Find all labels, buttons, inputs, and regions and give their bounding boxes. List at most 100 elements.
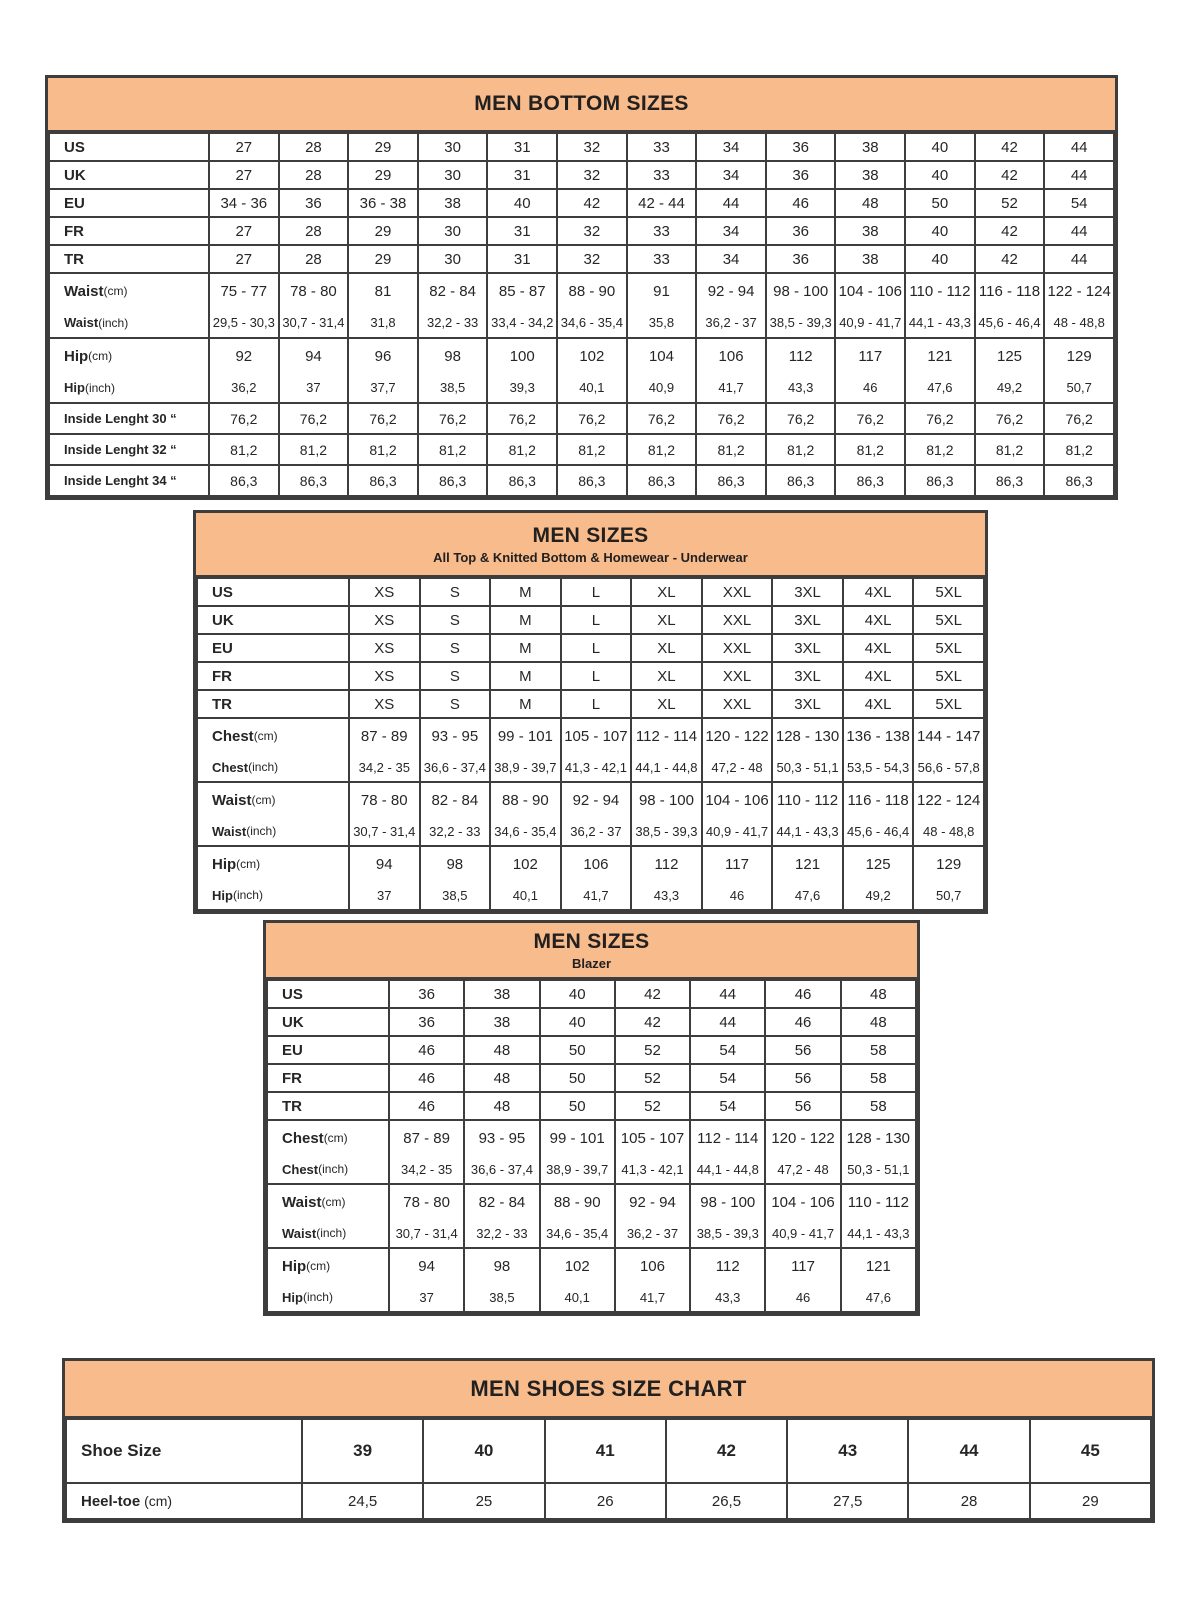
table-title: MEN SIZES <box>532 523 649 547</box>
measure-cell: 125 49,2 <box>973 337 1046 404</box>
measure-cell: 112 43,3 <box>630 845 703 911</box>
row-label: TR <box>266 1091 390 1121</box>
measure-cell: 91 35,8 <box>625 272 698 339</box>
row-label: UK <box>266 1007 390 1037</box>
measure-cell: 99 - 101 38,9 - 39,7 <box>538 1119 616 1185</box>
value-cell: 36 <box>277 188 350 218</box>
value-cell: 40 <box>486 188 559 218</box>
row-tr: TR XS S M L XL XXL 3XL 4XL 5XL <box>196 689 985 719</box>
row-label-text: US <box>64 138 85 156</box>
value-cell: S <box>418 633 492 663</box>
row-label-text: Chest <box>282 1129 324 1147</box>
value-cell: 40 <box>904 216 976 246</box>
value-cell: XS <box>348 577 421 607</box>
value-cell: XL <box>630 633 703 663</box>
value-cell: M <box>489 605 562 635</box>
row-label-unit: (cm) <box>323 1131 348 1145</box>
row-label-text: Waist <box>282 1225 317 1241</box>
value-cell: XXL <box>700 661 774 691</box>
row-uk: UK XS S M L XL XXL 3XL 4XL 5XL <box>196 605 985 635</box>
measure-cell: 102 40,1 <box>538 1247 616 1313</box>
value-cell: 36 <box>387 1007 466 1037</box>
value-cell: 81,2 <box>208 433 280 466</box>
measure-cell: 88 - 90 34,6 - 35,4 <box>489 781 562 847</box>
value-cell: XL <box>630 661 703 691</box>
value-cell: XS <box>348 689 421 719</box>
value-cell: XL <box>630 605 703 635</box>
value-cell: XXL <box>700 577 774 607</box>
size-grid: US XS S M L XL XXL 3XL 4XL 5XL UK XS S M L XL XXL 3XL 4XL 5… <box>196 577 985 911</box>
measure-cell: 99 - 101 38,9 - 39,7 <box>489 717 562 783</box>
row-label-unit: (cm) <box>253 729 278 743</box>
row-inside-lenght-30-: Inside Lenght 30 “76,2 76,2 76,2 76,2 76,2 76… <box>48 402 1115 435</box>
row-label-text: Hip <box>64 347 89 365</box>
measure-cell: 112 43,3 <box>689 1247 767 1313</box>
measure-cell: 112 - 114 44,1 - 44,8 <box>689 1119 767 1185</box>
row-label-text: Inside Lenght 32 “ <box>64 442 177 457</box>
measure-cell: 104 - 106 40,9 - 41,7 <box>764 1183 842 1249</box>
value-cell: 86,3 <box>277 464 350 497</box>
value-cell: 58 <box>839 1035 918 1065</box>
row-label-text: Shoe Size <box>81 1441 162 1460</box>
value-cell: 27 <box>208 216 280 246</box>
measure-row-chest: Chest (cm) Chest (inch) 87 - 89 34,2 - 35 93… <box>266 1119 918 1185</box>
value-cell: 86,3 <box>556 464 628 497</box>
row-label: Hip (cm) Hip (inch) <box>196 845 350 911</box>
row-label: US <box>48 132 210 162</box>
men-shoes-size-table: MEN SHOES SIZE CHART Shoe Size 39 40 41 42 43… <box>62 1358 1155 1523</box>
row-eu: EU 46 48 50 52 54 56 58 <box>266 1035 918 1065</box>
value-cell: 76,2 <box>764 402 837 435</box>
row-us: US 36 38 40 42 44 46 48 <box>266 979 918 1009</box>
value-cell: 76,2 <box>973 402 1046 435</box>
value-cell: 29 <box>347 132 419 162</box>
row-label: US <box>266 979 390 1009</box>
value-cell: 38 <box>834 160 907 190</box>
value-cell: 58 <box>839 1091 918 1121</box>
value-cell: S <box>418 605 492 635</box>
value-cell: 42 <box>973 160 1046 190</box>
row-uk: UK 27 28 29 30 31 32 33 34 36 38 40 42 44 <box>48 160 1115 190</box>
measure-cell: 104 - 106 40,9 - 41,7 <box>834 272 907 339</box>
table-header: MEN BOTTOM SIZES <box>48 78 1115 132</box>
value-cell: 30 <box>416 216 489 246</box>
row-label-unit: (inch) <box>98 315 129 330</box>
table-subtitle: All Top & Knitted Bottom & Homewear - Un… <box>433 549 748 565</box>
measure-cell: 102 40,1 <box>489 845 562 911</box>
row-label: Waist (cm) Waist (inch) <box>196 781 350 847</box>
value-cell: 5XL <box>912 689 985 719</box>
measure-cell: 102 40,1 <box>556 337 628 404</box>
row-label-text: Waist <box>212 823 247 839</box>
value-cell: 29 <box>347 216 419 246</box>
value-cell: 33 <box>625 244 698 274</box>
row-label-text: Waist <box>212 791 252 809</box>
row-label-text: Hip <box>282 1289 303 1305</box>
value-cell: 76,2 <box>556 402 628 435</box>
measure-cell: 106 41,7 <box>695 337 767 404</box>
row-label: Waist (cm) Waist (inch) <box>266 1183 390 1249</box>
value-cell: 52 <box>613 1063 692 1093</box>
value-cell: 27 <box>208 160 280 190</box>
row-label: TR <box>196 689 350 719</box>
value-cell: M <box>489 633 562 663</box>
value-cell: 29 <box>347 160 419 190</box>
value-cell: 40 <box>422 1418 546 1484</box>
row-tr: TR 46 48 50 52 54 56 58 <box>266 1091 918 1121</box>
row-label-text: FR <box>64 222 84 240</box>
value-cell: 44 <box>1043 216 1115 246</box>
row-label-unit: (cm) <box>306 1259 331 1273</box>
row-label-text: UK <box>282 1013 304 1031</box>
measure-cell: 144 - 147 56,6 - 57,8 <box>912 717 985 783</box>
value-cell: 26,5 <box>664 1482 789 1520</box>
value-cell: 86,3 <box>973 464 1046 497</box>
value-cell: 38 <box>416 188 489 218</box>
row-label: EU <box>48 188 210 218</box>
row-label: FR <box>196 661 350 691</box>
value-cell: 86,3 <box>904 464 976 497</box>
row-label-text: Waist <box>282 1193 322 1211</box>
value-cell: 42 <box>613 979 692 1009</box>
row-label-unit: (cm) <box>103 284 128 298</box>
row-label-text: UK <box>64 166 86 184</box>
value-cell: 81,2 <box>695 433 767 466</box>
measure-row-waist: Waist (cm) Waist (inch) 75 - 77 29,5 - 30,3… <box>48 272 1115 339</box>
row-inside-lenght-34-: Inside Lenght 34 “86,3 86,3 86,3 86,3 86,3 86… <box>48 464 1115 497</box>
